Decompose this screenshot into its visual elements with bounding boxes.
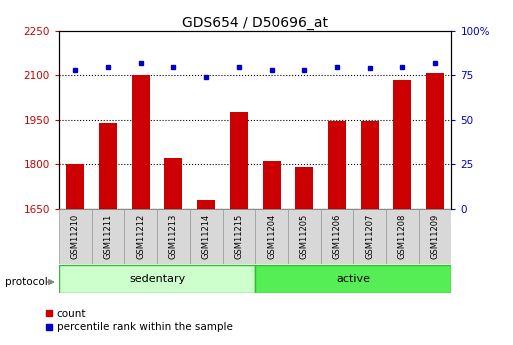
Text: GSM11213: GSM11213 [169,214,178,259]
Bar [230,112,248,345]
Text: GSM11204: GSM11204 [267,214,276,259]
Bar [66,164,84,345]
FancyBboxPatch shape [255,209,288,264]
FancyBboxPatch shape [124,209,157,264]
Text: GSM11205: GSM11205 [300,214,309,259]
Bar [393,80,411,345]
Text: GSM11208: GSM11208 [398,214,407,259]
Bar [263,161,281,345]
FancyBboxPatch shape [92,209,124,264]
Bar [328,121,346,345]
Bar [165,158,183,345]
Bar [132,76,150,345]
Text: sedentary: sedentary [129,274,185,284]
FancyBboxPatch shape [321,209,353,264]
Text: GSM11215: GSM11215 [234,214,243,259]
Title: GDS654 / D50696_at: GDS654 / D50696_at [182,16,328,30]
FancyBboxPatch shape [223,209,255,264]
Text: GSM11209: GSM11209 [430,214,440,259]
Text: GSM11207: GSM11207 [365,214,374,259]
FancyBboxPatch shape [255,265,451,293]
Bar [295,167,313,345]
Bar [426,72,444,345]
FancyBboxPatch shape [59,209,92,264]
FancyBboxPatch shape [386,209,419,264]
Text: active: active [337,274,370,284]
Legend: count, percentile rank within the sample: count, percentile rank within the sample [41,305,237,336]
Text: protocol: protocol [5,277,48,287]
Bar [99,123,117,345]
Text: GSM11206: GSM11206 [332,214,342,259]
Bar [197,200,215,345]
Text: GSM11211: GSM11211 [104,214,112,259]
Text: GSM11214: GSM11214 [202,214,211,259]
FancyBboxPatch shape [353,209,386,264]
Bar [361,121,379,345]
FancyBboxPatch shape [157,209,190,264]
FancyBboxPatch shape [288,209,321,264]
Text: GSM11212: GSM11212 [136,214,145,259]
FancyBboxPatch shape [419,209,451,264]
FancyBboxPatch shape [190,209,223,264]
Text: GSM11210: GSM11210 [71,214,80,259]
FancyBboxPatch shape [59,265,255,293]
